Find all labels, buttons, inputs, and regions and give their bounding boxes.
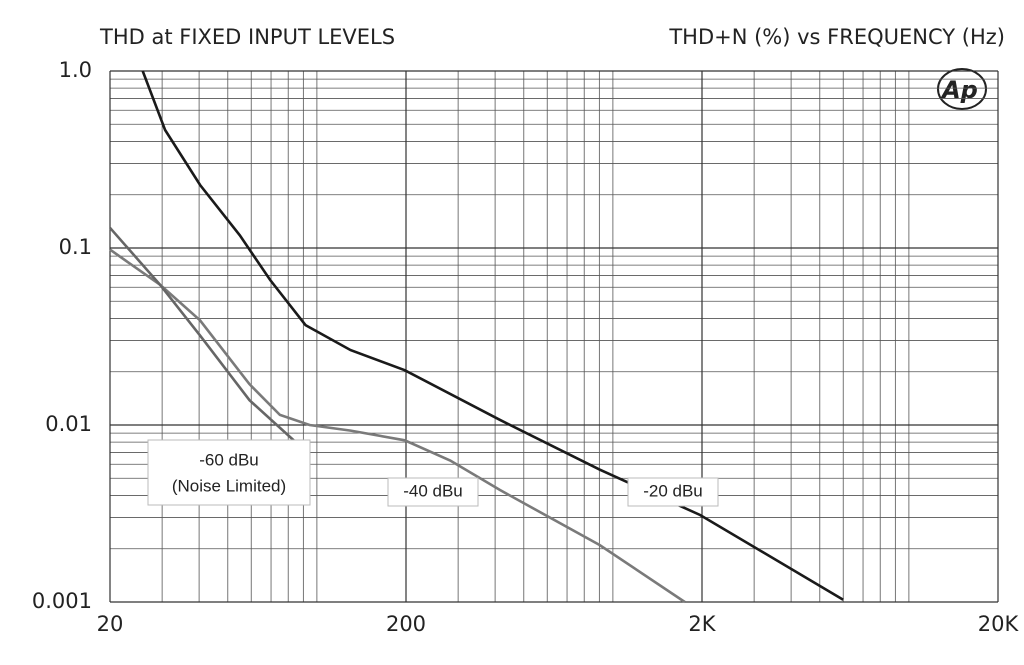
series-line (141, 70, 844, 601)
x-tick-label: 2K (688, 612, 716, 636)
y-tick-label: 0.01 (45, 412, 92, 436)
logo-ring (937, 68, 987, 110)
x-tick-label: 20 (97, 612, 124, 636)
y-tick-label: 0.1 (59, 235, 92, 259)
chart-title: THD at FIXED INPUT LEVELS (99, 25, 395, 49)
x-tick-label: 200 (386, 612, 426, 636)
series-line (109, 248, 686, 604)
annotation: (Noise Limited) (172, 476, 286, 495)
chart-subtitle: THD+N (%) vs FREQUENCY (Hz) (668, 25, 1005, 49)
label-box (627, 477, 719, 507)
x-tick-label: 20K (978, 612, 1020, 636)
y-tick-label: 1.0 (59, 58, 92, 82)
label-box (387, 477, 479, 507)
y-tick-label: 0.001 (32, 589, 92, 613)
series-line (109, 226, 298, 445)
label-box (147, 439, 311, 506)
logo: Ap (940, 76, 978, 104)
series-label: -20 dBu (643, 481, 703, 500)
series-label: -60 dBu (199, 450, 259, 469)
series-label: -40 dBu (403, 481, 463, 500)
